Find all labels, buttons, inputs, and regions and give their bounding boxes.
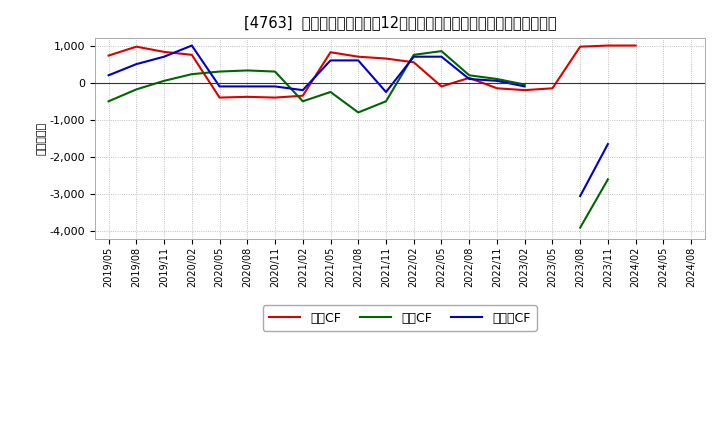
フリーCF: [271, 84, 279, 89]
投資CF: [354, 110, 363, 115]
フリーCF: [382, 89, 390, 95]
フリーCF: [326, 58, 335, 63]
Legend: 営業CF, 投資CF, フリーCF: 営業CF, 投資CF, フリーCF: [263, 305, 537, 331]
営業CF: [576, 44, 585, 49]
Y-axis label: （百万円）: （百万円）: [37, 122, 47, 155]
投資CF: [492, 77, 501, 82]
フリーCF: [437, 54, 446, 59]
投資CF: [437, 48, 446, 54]
Line: 営業CF: 営業CF: [109, 46, 636, 98]
営業CF: [104, 53, 113, 58]
営業CF: [437, 84, 446, 89]
営業CF: [243, 94, 251, 99]
フリーCF: [104, 73, 113, 78]
営業CF: [160, 49, 168, 55]
投資CF: [271, 69, 279, 74]
投資CF: [382, 99, 390, 104]
投資CF: [326, 89, 335, 95]
投資CF: [410, 52, 418, 58]
Line: フリーCF: フリーCF: [109, 46, 525, 92]
営業CF: [465, 75, 474, 81]
Line: 投資CF: 投資CF: [109, 51, 525, 113]
投資CF: [187, 72, 196, 77]
営業CF: [603, 43, 612, 48]
フリーCF: [187, 43, 196, 48]
営業CF: [215, 95, 224, 100]
投資CF: [243, 68, 251, 73]
営業CF: [132, 44, 140, 49]
フリーCF: [521, 84, 529, 89]
フリーCF: [160, 54, 168, 59]
営業CF: [354, 54, 363, 59]
営業CF: [271, 95, 279, 100]
フリーCF: [465, 77, 474, 82]
営業CF: [548, 86, 557, 91]
営業CF: [492, 86, 501, 91]
投資CF: [215, 69, 224, 74]
投資CF: [465, 73, 474, 78]
フリーCF: [410, 54, 418, 59]
営業CF: [521, 88, 529, 93]
フリーCF: [299, 88, 307, 93]
フリーCF: [492, 78, 501, 84]
投資CF: [299, 99, 307, 104]
営業CF: [187, 52, 196, 58]
投資CF: [132, 87, 140, 92]
フリーCF: [132, 62, 140, 67]
投資CF: [104, 99, 113, 104]
営業CF: [631, 43, 640, 48]
フリーCF: [243, 84, 251, 89]
営業CF: [410, 60, 418, 65]
フリーCF: [354, 58, 363, 63]
営業CF: [382, 56, 390, 61]
Title: [4763]  キャッシュフローの12か月移動合計の対前年同期増減額の推移: [4763] キャッシュフローの12か月移動合計の対前年同期増減額の推移: [243, 15, 556, 30]
営業CF: [326, 50, 335, 55]
営業CF: [299, 93, 307, 99]
フリーCF: [215, 84, 224, 89]
投資CF: [521, 82, 529, 87]
投資CF: [160, 78, 168, 84]
